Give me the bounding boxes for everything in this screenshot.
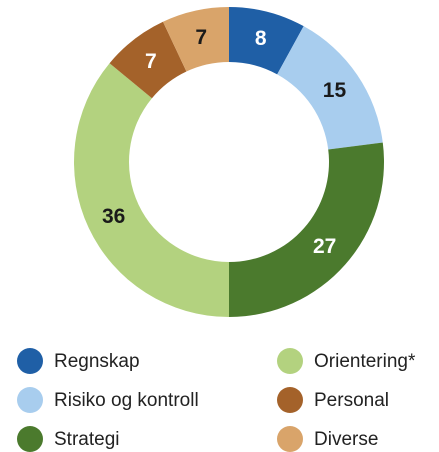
data-label: 7 bbox=[195, 26, 207, 49]
donut-segment bbox=[74, 63, 229, 317]
legend-swatch bbox=[277, 426, 303, 452]
legend-swatch bbox=[277, 348, 303, 374]
data-label: 7 bbox=[145, 50, 157, 73]
data-label: 15 bbox=[323, 79, 347, 102]
data-label: 8 bbox=[255, 27, 267, 50]
data-label: 36 bbox=[102, 205, 125, 228]
legend-label: Personal bbox=[314, 390, 389, 411]
legend-swatch bbox=[277, 387, 303, 413]
data-label: 27 bbox=[313, 235, 336, 258]
legend-swatch bbox=[17, 426, 43, 452]
legend-label: Strategi bbox=[54, 429, 119, 450]
donut-segment bbox=[229, 142, 385, 317]
legend-label: Regnskap bbox=[54, 351, 140, 372]
legend-swatch bbox=[17, 348, 43, 374]
donut-segment bbox=[163, 7, 229, 72]
legend-label: Orientering* bbox=[314, 351, 416, 372]
donut-segment bbox=[277, 26, 383, 150]
donut-segment bbox=[109, 21, 187, 99]
legend-swatch bbox=[17, 387, 43, 413]
legend-label: Risiko og kontroll bbox=[54, 390, 199, 411]
legend-label: Diverse bbox=[314, 429, 378, 450]
donut-segment bbox=[229, 7, 304, 75]
